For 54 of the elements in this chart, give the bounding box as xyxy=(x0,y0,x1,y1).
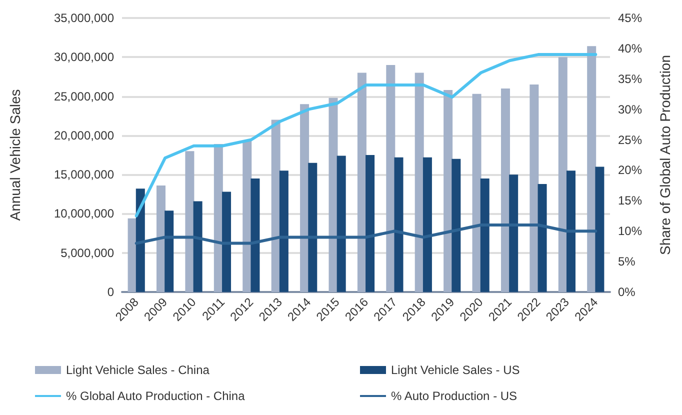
legend-label: Light Vehicle Sales - China xyxy=(66,363,210,377)
bar xyxy=(394,157,404,292)
bar xyxy=(452,158,461,292)
legend-label: % Global Auto Production - China xyxy=(66,389,246,403)
legend-label: Light Vehicle Sales - US xyxy=(391,363,520,377)
line-series xyxy=(134,224,598,245)
bar xyxy=(566,170,576,292)
y2-tick-label: 10% xyxy=(618,224,642,238)
y2-tick-label: 15% xyxy=(618,194,642,208)
y-tick-label: 15,000,000 xyxy=(54,168,114,182)
bar xyxy=(538,184,547,292)
y2-tick-label: 5% xyxy=(618,254,636,269)
bar xyxy=(386,64,396,292)
legend-label: % Auto Production - US xyxy=(391,389,518,403)
y-axis-title: Annual Vehicle Sales xyxy=(7,89,23,221)
bar xyxy=(308,162,318,292)
bar xyxy=(414,72,424,292)
bar xyxy=(444,90,453,292)
bar xyxy=(422,157,432,292)
bar xyxy=(250,178,260,292)
y-tick-label: 25,000,000 xyxy=(54,89,114,104)
y2-tick-label: 25% xyxy=(618,132,642,147)
bar xyxy=(595,166,604,292)
y2-tick-label: 40% xyxy=(618,41,642,56)
y-tick-label: 30,000,000 xyxy=(54,50,114,64)
bar xyxy=(480,178,490,292)
bar xyxy=(136,188,145,292)
bar xyxy=(185,151,194,292)
bar xyxy=(472,94,482,292)
y2-tick-label: 30% xyxy=(618,102,642,116)
y-tick-label: 35,000,000 xyxy=(54,11,114,25)
bar xyxy=(530,84,539,292)
y-tick-label: 0 xyxy=(107,285,114,299)
bar xyxy=(164,210,174,292)
bar xyxy=(357,72,366,292)
y2-tick-label: 20% xyxy=(618,163,642,178)
y2-tick-label: 0% xyxy=(618,285,636,299)
y-tick-label: 5,000,000 xyxy=(60,246,114,260)
y-tick-label: 20,000,000 xyxy=(54,128,114,142)
y2-axis-title: Share of Global Auto Production xyxy=(657,54,673,256)
bar xyxy=(193,201,202,292)
bar xyxy=(509,174,518,292)
bar xyxy=(500,88,510,292)
bar xyxy=(279,170,288,292)
bar xyxy=(558,57,568,292)
bar xyxy=(222,192,232,292)
bar xyxy=(366,155,375,292)
line-series xyxy=(134,53,598,218)
y2-tick-label: 35% xyxy=(618,72,642,86)
bar xyxy=(328,98,338,292)
y2-tick-label: 45% xyxy=(618,11,642,25)
bar xyxy=(587,46,596,292)
y-tick-label: 10,000,000 xyxy=(54,206,114,221)
bar xyxy=(336,156,346,292)
